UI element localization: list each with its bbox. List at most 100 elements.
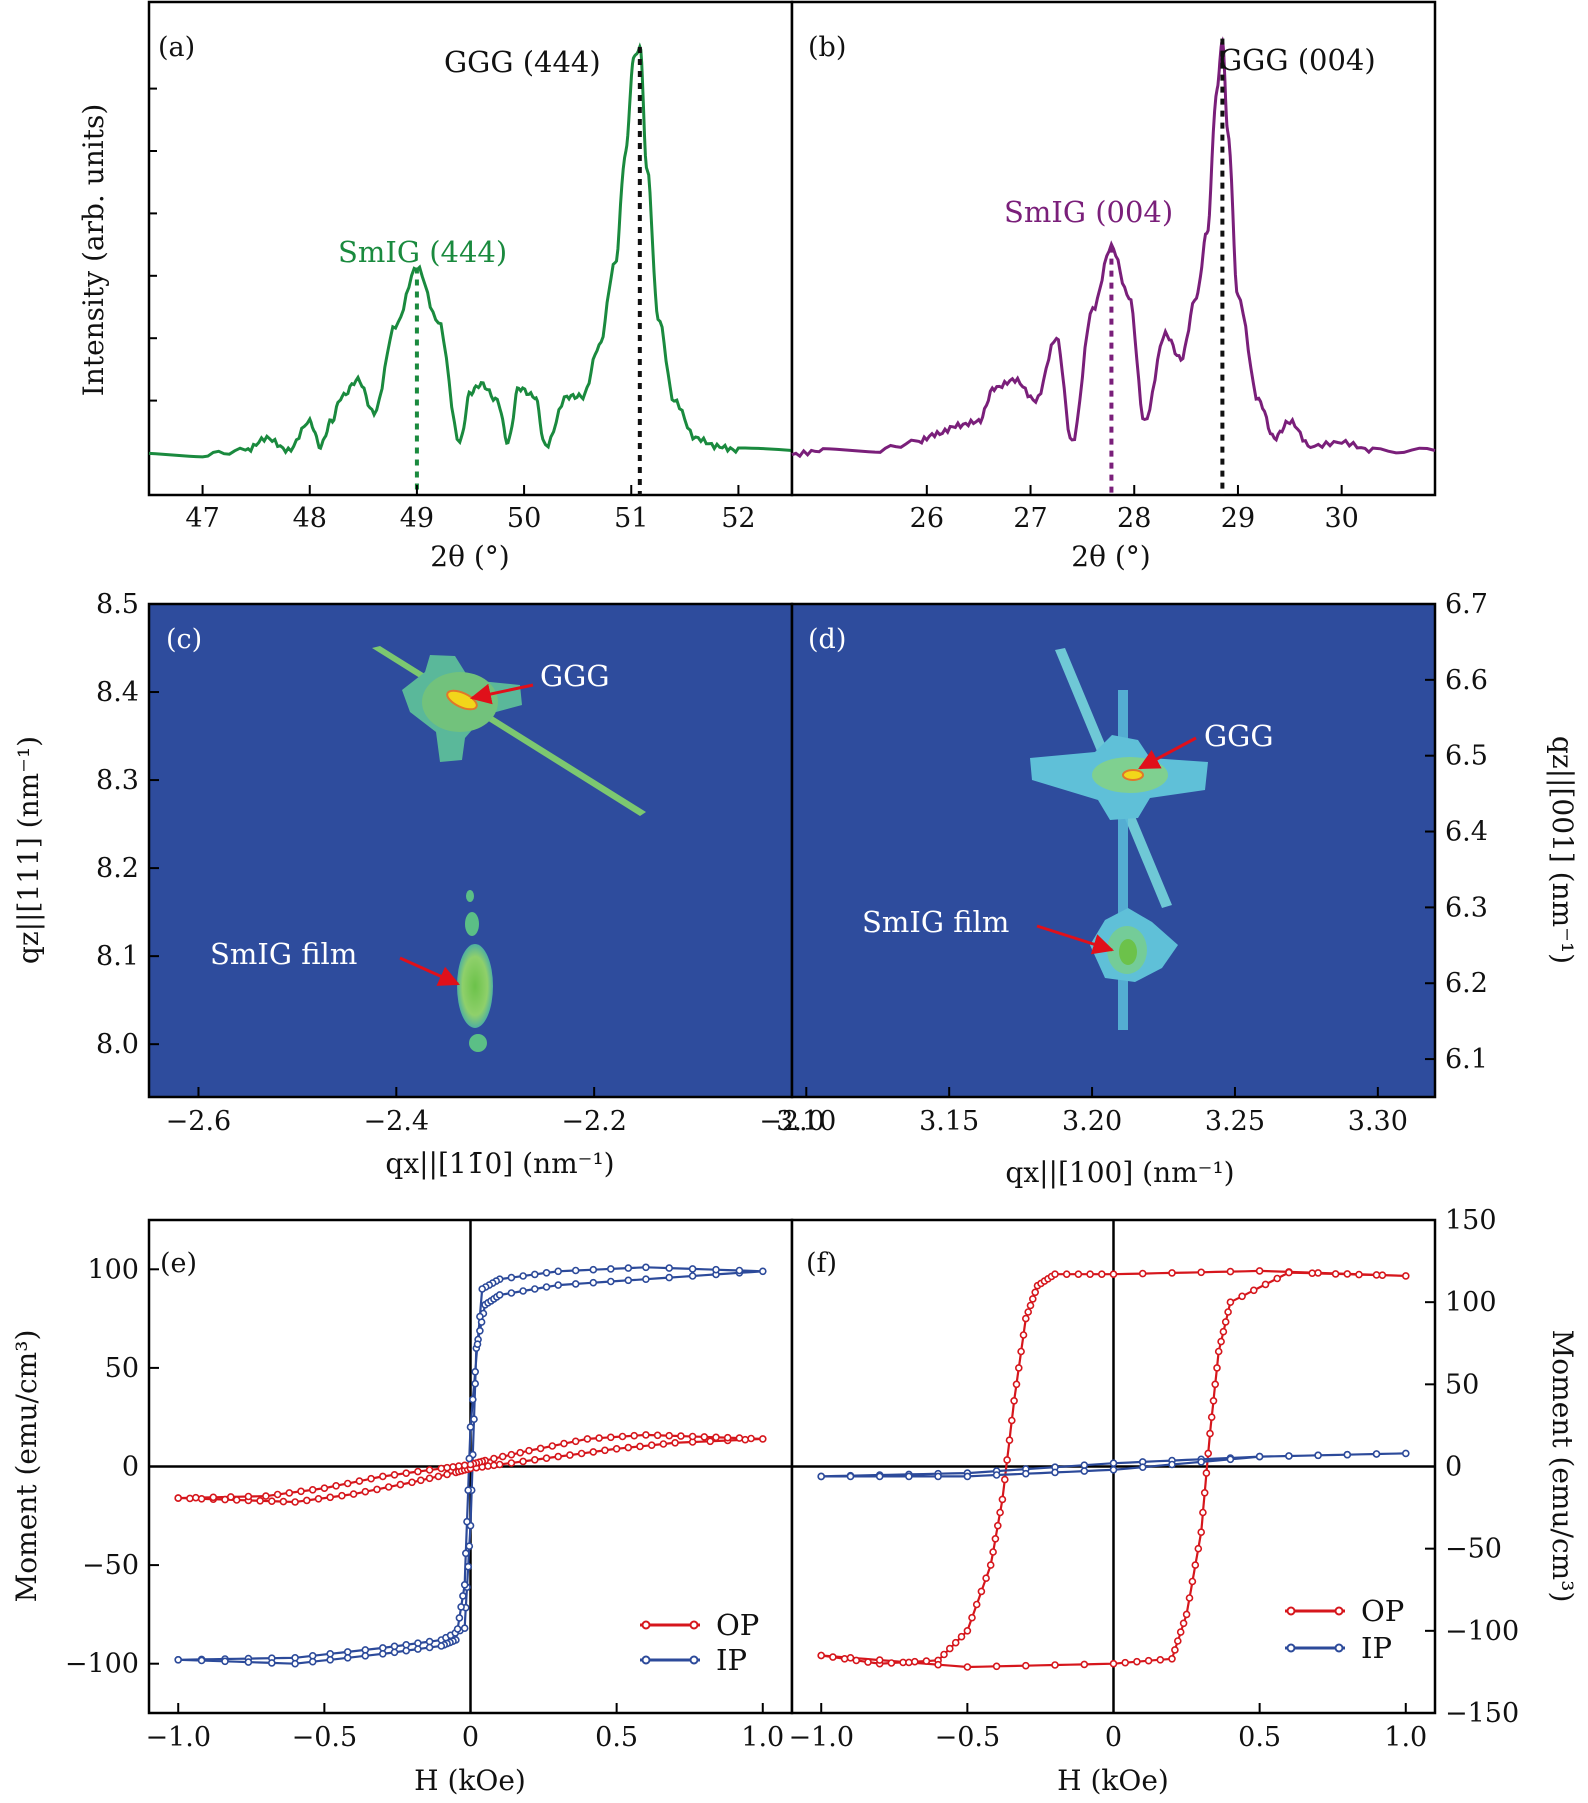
arrow-film-d (1036, 924, 1115, 955)
x-tick-label-b-2: 28 (1117, 503, 1151, 534)
data-point-op-f-180 (1182, 1610, 1191, 1619)
data-point-ip-e-46 (464, 1562, 473, 1571)
data-point-op-e-220 (174, 1494, 182, 1502)
data-point-ip-f-46 (1314, 1451, 1322, 1460)
data-point-ip-e-192 (425, 1643, 434, 1652)
data-point-op-f-194 (1144, 1656, 1153, 1665)
data-point-op-e-40 (408, 1478, 416, 1487)
data-point-ip-e-16 (343, 1648, 352, 1656)
data-point-op-e-176 (449, 1463, 457, 1471)
data-point-op-e-32 (361, 1487, 370, 1496)
legend-marker-op-e-2 (689, 1620, 699, 1630)
data-point-ip-f-62 (1080, 1467, 1089, 1475)
data-point-ip-e-96 (606, 1277, 615, 1286)
data-point-ip-e-164 (464, 1486, 473, 1494)
data-point-op-f-110 (1255, 1267, 1264, 1275)
data-point-op-f-156 (1209, 1397, 1218, 1405)
data-point-op-f-54 (1003, 1456, 1011, 1464)
x-tick-label-d-3: 3.25 (1205, 1106, 1265, 1137)
data-point-ip-e-204 (343, 1654, 352, 1662)
data-point-ip-e-168 (461, 1549, 470, 1558)
x-axis-label-a: 2θ (°) (430, 540, 509, 573)
data-point-ip-e-170 (460, 1581, 469, 1589)
data-point-op-e-2 (186, 1494, 194, 1503)
y-axis-label-d: qz||[001] (nm⁻¹) (1546, 736, 1579, 964)
y-tick-label-f-0: −150 (1445, 1698, 1519, 1729)
data-point-ip-f-64 (1051, 1468, 1059, 1477)
data-point-op-e-88 (601, 1446, 609, 1455)
data-point-op-e-46 (434, 1472, 443, 1481)
data-point-op-f-38 (982, 1574, 990, 1582)
y-tick-label-d-1: 6.2 (1445, 968, 1488, 999)
data-point-op-e-214 (227, 1493, 235, 1501)
data-point-op-e-192 (367, 1474, 375, 1483)
x-axis-label-d: qx||[100] (nm⁻¹) (1005, 1156, 1234, 1189)
data-point-op-e-188 (390, 1471, 399, 1479)
data-point-ip-f-68 (992, 1471, 1001, 1479)
data-point-op-e-200 (320, 1484, 329, 1492)
data-point-ip-e-86 (530, 1285, 539, 1293)
y-axis-label-e: Moment (emu/cm³) (10, 1330, 43, 1603)
data-point-op-f-128 (1308, 1269, 1316, 1277)
data-point-op-f-104 (1168, 1269, 1176, 1277)
legend-f: OP IP (1285, 1594, 1404, 1665)
x-tick-label-e-0: −1.0 (145, 1722, 211, 1753)
axis-ticks-e: −1.0 −0.5 0 0.5 1.0 −100 −50 0 50 100 (65, 1254, 784, 1753)
data-point-op-e-72 (507, 1459, 516, 1467)
data-point-op-e-18 (279, 1497, 288, 1506)
data-point-op-f-138 (1238, 1292, 1246, 1301)
data-point-ip-e-128 (571, 1266, 580, 1275)
data-point-ip-f-44 (1343, 1450, 1352, 1459)
data-point-op-e-86 (589, 1448, 598, 1456)
data-point-op-f-108 (1226, 1267, 1235, 1276)
data-point-op-f-118 (1372, 1271, 1381, 1279)
data-point-op-f-168 (1199, 1508, 1207, 1517)
x-tick-label-f-4: 1.0 (1384, 1722, 1427, 1753)
data-point-ip-e-178 (453, 1625, 462, 1633)
data-point-op-f-46 (993, 1521, 1002, 1530)
data-point-op-f-24 (945, 1644, 954, 1653)
data-point-ip-e-198 (390, 1648, 399, 1657)
data-point-op-e-212 (244, 1492, 253, 1501)
data-point-op-f-78 (1031, 1288, 1039, 1297)
data-point-op-f-6 (852, 1656, 861, 1665)
data-point-ip-f-60 (1109, 1466, 1118, 1474)
data-point-ip-e-202 (361, 1652, 370, 1660)
x-tick-label-c-0: −2.6 (166, 1106, 232, 1137)
data-point-op-f-28 (957, 1632, 966, 1641)
data-point-op-f-56 (1005, 1436, 1014, 1444)
y-tick-label-f-2: −50 (1445, 1534, 1502, 1565)
data-point-op-f-116 (1343, 1270, 1352, 1278)
x-tick-label-b-4: 30 (1324, 503, 1358, 534)
data-point-op-f-210 (963, 1663, 972, 1671)
frame-a (147, 0, 794, 497)
data-point-op-f-12 (887, 1659, 896, 1667)
film-top-c (466, 890, 474, 902)
data-point-op-e-42 (416, 1476, 425, 1485)
data-point-ip-e-212 (267, 1659, 276, 1667)
data-point-op-f-62 (1012, 1380, 1021, 1389)
data-point-ip-f-50 (1255, 1452, 1264, 1461)
y-tick-label-d-0: 6.1 (1445, 1044, 1488, 1075)
y-tick-label-e-3: 50 (105, 1353, 139, 1384)
data-point-ip-e-154 (473, 1340, 482, 1348)
data-point-op-e-16 (267, 1497, 276, 1505)
data-point-op-f-60 (1010, 1397, 1018, 1405)
data-point-op-e-70 (495, 1460, 504, 1469)
data-point-op-e-186 (402, 1469, 411, 1477)
data-point-op-e-94 (636, 1442, 644, 1451)
legend-marker-ip-f-1 (1286, 1643, 1296, 1653)
data-point-op-e-144 (560, 1439, 568, 1448)
data-point-op-f-200 (1109, 1659, 1118, 1668)
data-point-op-f-176 (1188, 1577, 1197, 1586)
data-point-ip-e-48 (465, 1542, 474, 1550)
legend-marker-op-f-2 (1334, 1606, 1344, 1616)
data-point-op-e-98 (659, 1440, 668, 1448)
series-points-e (174, 1263, 767, 1668)
data-point-op-e-90 (612, 1445, 621, 1453)
data-point-op-e-26 (326, 1493, 335, 1502)
data-point-op-f-174 (1191, 1561, 1200, 1569)
panel-b: SmIG (004) GGG (004) (b) 26 27 28 29 30 2θ (… (790, 0, 1437, 573)
spot-label-ggg-d: GGG (1204, 719, 1274, 753)
data-point-ip-e-132 (542, 1269, 551, 1277)
